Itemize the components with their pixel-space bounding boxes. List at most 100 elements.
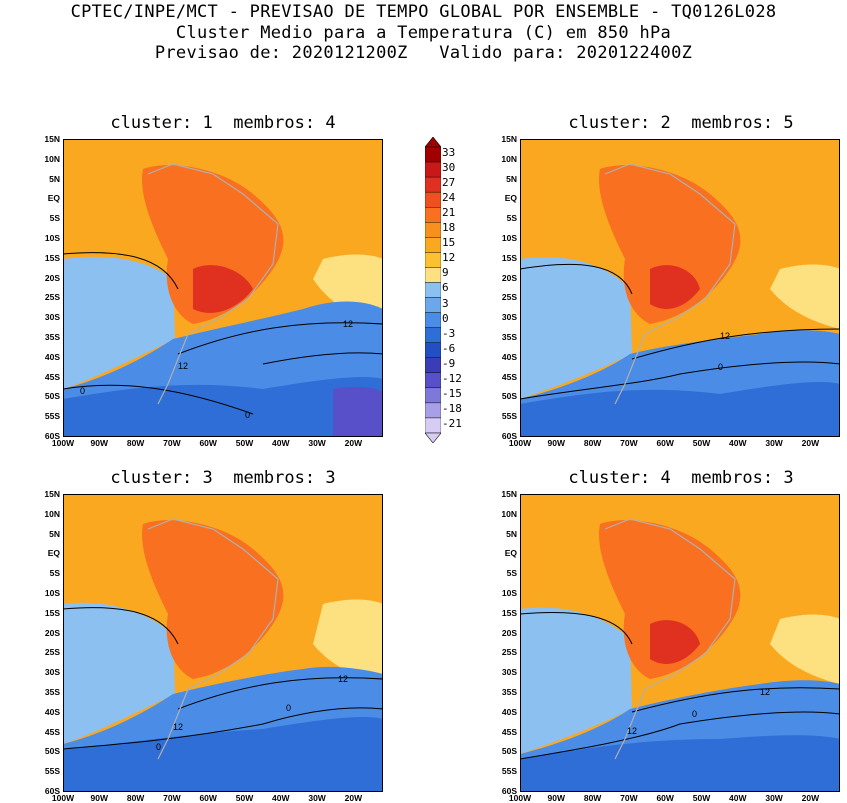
lat-label: 40S bbox=[501, 351, 517, 362]
lat-label: 5S bbox=[49, 213, 60, 224]
panel-title-3: cluster: 3 membros: 3 bbox=[110, 468, 336, 488]
colorbar-swatch bbox=[424, 402, 442, 419]
lat-label: 15N bbox=[501, 489, 517, 499]
lat-label: 30S bbox=[44, 667, 60, 678]
lon-label: 60W bbox=[656, 793, 674, 803]
colorbar-label: -12 bbox=[442, 371, 462, 385]
colorbar-swatch bbox=[424, 387, 442, 404]
lat-label: 20S bbox=[44, 627, 60, 638]
contour-label: 12 bbox=[343, 319, 353, 329]
lon-label: 40W bbox=[729, 438, 747, 448]
lat-label: 15S bbox=[501, 607, 517, 618]
lat-label: 40S bbox=[44, 706, 60, 717]
lat-label: 5S bbox=[506, 568, 517, 579]
lat-label: 10N bbox=[44, 508, 60, 519]
lon-label: 50W bbox=[692, 793, 711, 803]
lat-label: 55S bbox=[44, 411, 60, 422]
panel-title-1: cluster: 1 membros: 4 bbox=[110, 113, 336, 133]
colorbar-label: 27 bbox=[442, 176, 456, 190]
lon-label: 90W bbox=[90, 793, 109, 803]
lat-label: 30S bbox=[501, 667, 517, 678]
lon-label: 40W bbox=[729, 793, 747, 803]
lat-label: 50S bbox=[44, 391, 60, 402]
lon-label: 40W bbox=[272, 438, 290, 448]
colorbar-label: -9 bbox=[442, 356, 456, 370]
colorbar-swatch bbox=[424, 282, 442, 298]
colorbar-label: -6 bbox=[442, 341, 456, 355]
colorbar-swatch bbox=[424, 312, 442, 328]
colorbar-swatch bbox=[424, 207, 442, 223]
colorbar-label: 15 bbox=[442, 236, 456, 250]
lon-label: 60W bbox=[656, 438, 674, 448]
contour-label: 12 bbox=[178, 361, 188, 371]
lat-label: 60S bbox=[44, 786, 60, 796]
lat-label: 10S bbox=[44, 233, 60, 243]
lat-label: 60S bbox=[501, 431, 517, 441]
lat-label: 35S bbox=[44, 332, 60, 342]
lat-label: 25S bbox=[44, 292, 60, 303]
colorbar-swatch bbox=[424, 237, 442, 253]
lon-label: 70W bbox=[620, 793, 638, 803]
colorbar-label: -18 bbox=[442, 401, 462, 415]
colorbar-label: 18 bbox=[442, 221, 456, 235]
lat-label: 25S bbox=[501, 292, 517, 303]
lat-label: 5S bbox=[49, 568, 60, 579]
lat-label: 10N bbox=[44, 153, 60, 164]
contour-label: 0 bbox=[80, 386, 85, 396]
lon-label: 20W bbox=[344, 793, 363, 803]
colorbar-label: 21 bbox=[442, 206, 456, 220]
lat-label: 45S bbox=[44, 726, 60, 737]
colorbar-swatch bbox=[424, 267, 442, 283]
colorbar-swatch bbox=[424, 222, 442, 238]
lon-label: 70W bbox=[620, 438, 638, 448]
lon-label: 100W bbox=[508, 438, 532, 448]
lat-label: 35S bbox=[501, 332, 517, 342]
lon-label: 60W bbox=[199, 793, 217, 803]
lat-label: 5N bbox=[49, 528, 60, 539]
lon-label: 30W bbox=[308, 793, 326, 803]
lat-label: 10N bbox=[501, 508, 517, 519]
colorbar-label: -21 bbox=[442, 416, 462, 430]
colorbar-swatch bbox=[424, 357, 442, 373]
lat-label: 60S bbox=[44, 431, 60, 441]
lon-label: 30W bbox=[765, 793, 783, 803]
lon-label: 20W bbox=[801, 438, 820, 448]
colorbar-label: 33 bbox=[442, 146, 456, 159]
lon-label: 90W bbox=[90, 438, 109, 448]
header-line-3: Previsao de: 2020121200Z Valido para: 20… bbox=[154, 43, 693, 63]
contour-label: 12 bbox=[627, 726, 637, 736]
lat-label: EQ bbox=[47, 193, 60, 204]
lat-label: 30S bbox=[501, 312, 517, 323]
colorbar-swatch bbox=[424, 161, 442, 178]
lat-label: 15N bbox=[44, 489, 60, 499]
colorbar-swatch bbox=[424, 342, 442, 358]
lon-label: 100W bbox=[51, 793, 75, 803]
colorbar-label: 6 bbox=[442, 281, 449, 295]
colorbar-swatch bbox=[424, 297, 442, 313]
colorbar-label: 0 bbox=[442, 311, 449, 325]
colorbar-bottom-arrow bbox=[424, 432, 442, 444]
lon-label: 100W bbox=[508, 793, 532, 803]
lat-label: 25S bbox=[44, 647, 60, 658]
panel-title-2: cluster: 2 membros: 5 bbox=[568, 113, 794, 133]
lat-label: 30S bbox=[44, 312, 60, 323]
lat-label: 5N bbox=[506, 173, 517, 184]
panel-title-4: cluster: 4 membros: 3 bbox=[568, 468, 794, 488]
lat-label: 5S bbox=[506, 213, 517, 224]
lat-label: 10N bbox=[501, 153, 517, 164]
lon-label: 50W bbox=[235, 793, 254, 803]
contour-label: 12 bbox=[720, 331, 730, 341]
lon-label: 30W bbox=[308, 438, 326, 448]
contour-label: 0 bbox=[718, 362, 723, 372]
lat-label: 50S bbox=[44, 746, 60, 757]
colorbar-swatch bbox=[424, 191, 442, 208]
colorbar-label: -3 bbox=[442, 326, 456, 340]
lat-label: 20S bbox=[44, 272, 60, 283]
lon-label: 90W bbox=[547, 438, 566, 448]
lon-label: 70W bbox=[163, 793, 181, 803]
contour-label: 0 bbox=[245, 410, 250, 420]
colorbar-label: -15 bbox=[442, 386, 462, 400]
lat-label: 55S bbox=[501, 766, 517, 777]
contour-label: 12 bbox=[338, 674, 348, 684]
lon-label: 20W bbox=[801, 793, 820, 803]
